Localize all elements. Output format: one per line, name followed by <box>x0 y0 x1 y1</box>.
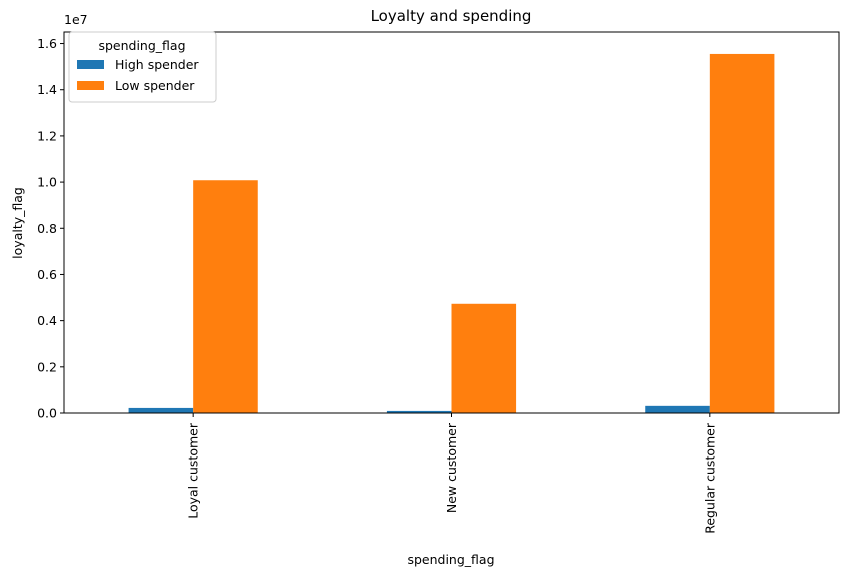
bar-1-2 <box>709 53 775 413</box>
y-tick-label-4: 0.8 <box>37 221 57 236</box>
bar-1-1 <box>451 303 517 413</box>
legend-label-1: Low spender <box>115 78 195 93</box>
bar-0-1 <box>386 410 452 413</box>
legend: spending_flag High spender Low spender <box>68 31 217 103</box>
legend-title: spending_flag <box>98 38 185 53</box>
legend-swatch-1 <box>77 81 104 90</box>
y-tick-label-3: 0.6 <box>37 267 57 282</box>
x-axis-label: spending_flag <box>407 552 494 567</box>
x-tick-label-1: New customer <box>444 422 459 513</box>
legend-swatch-0 <box>77 60 104 69</box>
plot-area: 0.0 0.2 0.4 0.6 0.8 1.0 1.2 1.4 1.6 Loyal custome… <box>37 31 840 534</box>
y-tick-label-7: 1.4 <box>37 82 57 97</box>
y-tick-label-5: 1.0 <box>37 175 57 190</box>
bar-0-0 <box>128 407 194 413</box>
legend-box <box>68 31 217 103</box>
y-tick-label-0: 0.0 <box>37 406 57 421</box>
bar-0-2 <box>645 405 710 413</box>
legend-label-0: High spender <box>115 57 199 72</box>
x-tick-label-2: Regular customer <box>702 422 717 534</box>
y-axis-offset-label: 1e7 <box>64 12 88 27</box>
x-tick-label-0: Loyal customer <box>186 422 201 519</box>
y-axis-label: loyalty_flag <box>10 187 25 259</box>
y-tick-label-2: 0.4 <box>37 313 57 328</box>
chart-title: Loyalty and spending <box>371 7 532 25</box>
y-tick-label-6: 1.2 <box>37 128 57 143</box>
y-tick-label-1: 0.2 <box>37 359 57 374</box>
bar-1-0 <box>193 180 258 413</box>
y-tick-label-8: 1.6 <box>37 36 57 51</box>
